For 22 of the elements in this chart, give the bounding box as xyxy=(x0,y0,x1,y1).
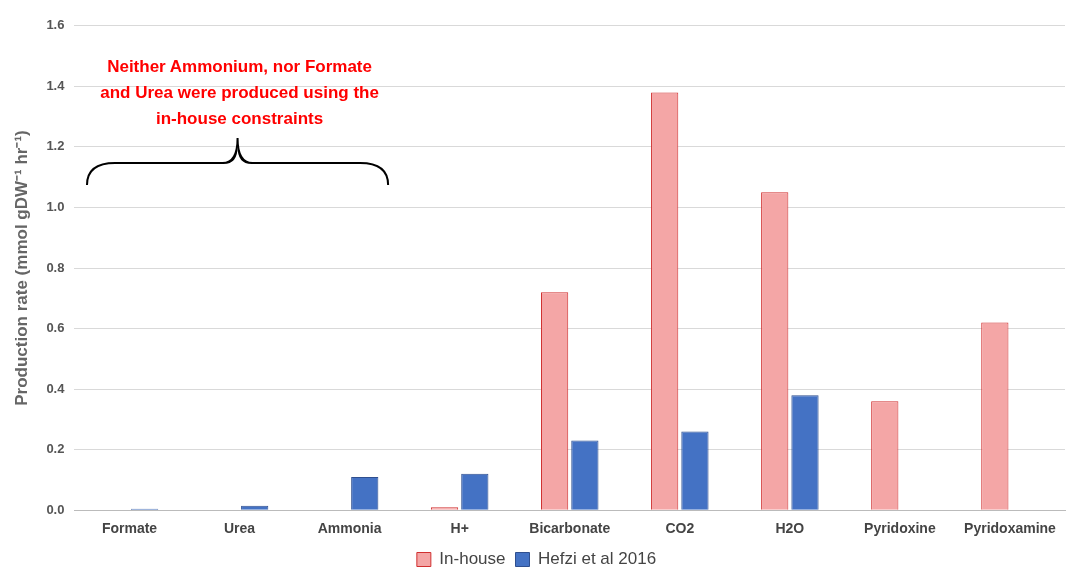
x-tick-label: Urea xyxy=(223,520,256,537)
y-axis-title: Production rate (mmol gDW⁻¹ hr⁻¹) xyxy=(11,130,31,406)
x-tick-label: Pyridoxamine xyxy=(964,520,1057,537)
legend-label: Hefzi et al 2016 xyxy=(538,549,657,569)
y-tick-label: 0.2 xyxy=(46,441,65,457)
x-tick-label: CO2 xyxy=(665,520,695,537)
legend-label: In-house xyxy=(439,549,506,569)
y-tick-label: 1.4 xyxy=(46,77,66,93)
x-tick-label: Ammonia xyxy=(317,520,382,537)
y-tick-label: 1.0 xyxy=(46,199,65,215)
y-tick-label: 0.8 xyxy=(46,259,65,275)
x-tick-label: Bicarbonate xyxy=(529,520,611,537)
y-tick-label: 1.2 xyxy=(46,138,65,154)
x-tick-label: H+ xyxy=(450,520,469,537)
y-tick-label: 0.6 xyxy=(46,320,65,336)
annotation: Neither Ammonium, nor Formate and Urea were produced using the in-house constraints xyxy=(100,56,379,128)
y-tick-label: 0.0 xyxy=(46,501,65,517)
y-tick-label: 0.4 xyxy=(46,380,66,396)
x-tick-label: Pyridoxine xyxy=(864,520,936,537)
y-tick-label: 1.6 xyxy=(46,17,65,33)
x-tick-label: Formate xyxy=(101,520,158,537)
x-tick-label: H2O xyxy=(775,520,805,537)
